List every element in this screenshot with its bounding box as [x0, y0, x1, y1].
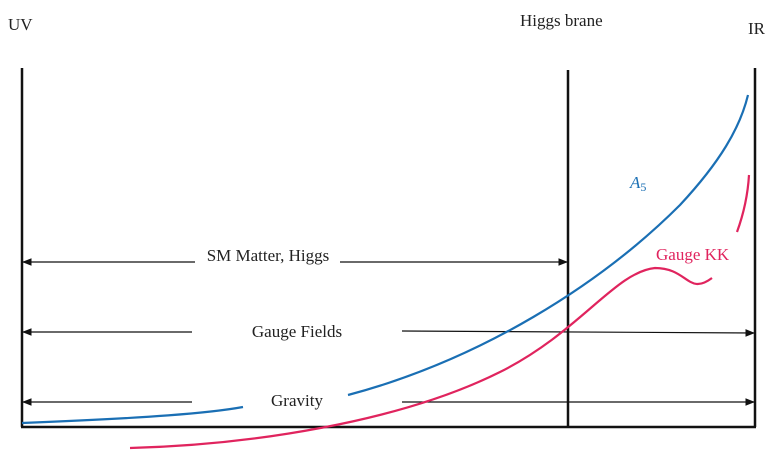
gravity-label: Gravity [271, 391, 323, 410]
gauge-kk-label: Gauge KK [656, 245, 730, 264]
a5-sub: 5 [640, 180, 646, 194]
uv-label: UV [8, 15, 33, 34]
a5-curve [347, 94, 750, 397]
ir-label: IR [748, 19, 766, 38]
a5-base: A [629, 173, 641, 192]
gauge-kk-curve [735, 174, 751, 233]
arrow [401, 329, 755, 337]
sm-matter-label: SM Matter, Higgs [207, 246, 330, 265]
a5-label: A5 [629, 173, 646, 194]
higgs-brane-label: Higgs brane [520, 11, 603, 30]
a5-curve [21, 405, 244, 425]
gauge-kk-curve [129, 266, 713, 450]
gauge-fields-label: Gauge Fields [252, 322, 342, 341]
